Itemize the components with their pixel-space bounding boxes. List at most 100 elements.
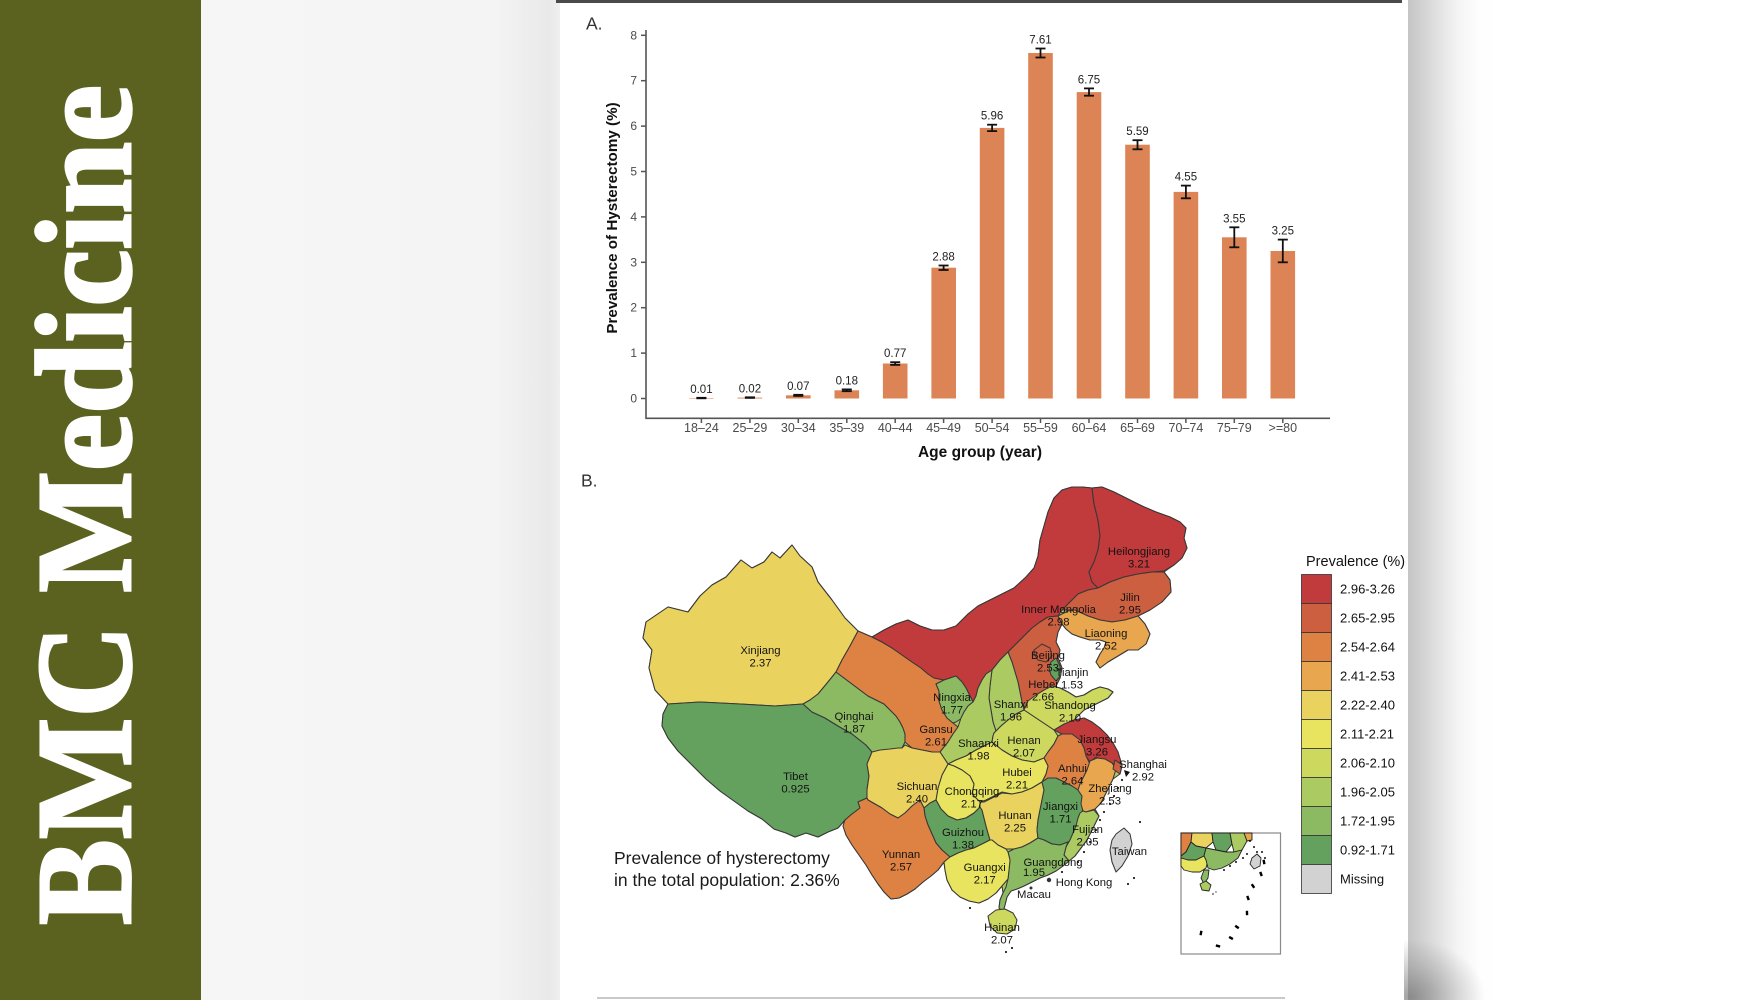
svg-text:2.88: 2.88 — [932, 252, 954, 264]
svg-text:0.07: 0.07 — [787, 381, 809, 393]
svg-text:Liaoning: Liaoning — [1085, 628, 1128, 640]
svg-text:Age group (year): Age group (year) — [918, 444, 1042, 461]
svg-text:1: 1 — [630, 346, 637, 360]
svg-text:3.26: 3.26 — [1086, 747, 1108, 759]
svg-text:Gansu: Gansu — [919, 724, 952, 736]
svg-text:Hainan: Hainan — [984, 922, 1020, 934]
svg-text:2.53: 2.53 — [1099, 796, 1121, 808]
svg-text:Shanxi: Shanxi — [994, 699, 1029, 711]
svg-text:Henan: Henan — [1007, 735, 1040, 747]
svg-text:3.55: 3.55 — [1223, 213, 1245, 225]
svg-text:55–59: 55–59 — [1023, 421, 1058, 435]
svg-text:2.98: 2.98 — [1048, 617, 1070, 629]
svg-text:60–64: 60–64 — [1072, 421, 1107, 435]
svg-text:Chongqing: Chongqing — [945, 786, 1000, 798]
svg-text:2.57: 2.57 — [890, 862, 912, 874]
svg-text:0.02: 0.02 — [739, 383, 761, 395]
svg-text:45–49: 45–49 — [926, 421, 961, 435]
svg-text:Hubei: Hubei — [1002, 767, 1032, 779]
svg-text:18–24: 18–24 — [684, 421, 719, 435]
svg-text:Macau: Macau — [1017, 889, 1051, 901]
svg-text:2.05: 2.05 — [1077, 837, 1099, 849]
svg-text:7.61: 7.61 — [1029, 35, 1051, 47]
svg-text:2.21: 2.21 — [1006, 780, 1028, 792]
svg-text:1.95: 1.95 — [1023, 867, 1045, 879]
svg-text:0.925: 0.925 — [781, 784, 809, 796]
svg-text:1.72-1.95: 1.72-1.95 — [1340, 814, 1395, 829]
svg-text:1.53: 1.53 — [1061, 680, 1083, 692]
svg-text:>=80: >=80 — [1269, 421, 1298, 435]
svg-text:2.17: 2.17 — [974, 875, 996, 887]
svg-text:2.11-2.21: 2.11-2.21 — [1340, 727, 1394, 742]
svg-text:Shaanxi: Shaanxi — [958, 738, 999, 750]
svg-text:2.41-2.53: 2.41-2.53 — [1340, 669, 1395, 684]
svg-text:2.92: 2.92 — [1132, 772, 1154, 784]
svg-text:2.64: 2.64 — [1062, 776, 1084, 788]
svg-text:1.96: 1.96 — [1000, 712, 1022, 724]
svg-text:Inner Mongolia: Inner Mongolia — [1021, 604, 1096, 616]
svg-text:3.21: 3.21 — [1128, 559, 1150, 571]
svg-text:Guangxi: Guangxi — [964, 862, 1006, 874]
svg-text:65–69: 65–69 — [1120, 421, 1155, 435]
svg-text:Anhui: Anhui — [1058, 763, 1087, 775]
svg-text:Hebei: Hebei — [1028, 679, 1058, 691]
svg-text:8: 8 — [630, 28, 637, 42]
svg-text:Qinghai: Qinghai — [835, 711, 874, 723]
svg-text:Prevalence of hysterectomy: Prevalence of hysterectomy — [614, 848, 830, 868]
svg-text:2.22-2.40: 2.22-2.40 — [1340, 698, 1395, 713]
svg-text:1.38: 1.38 — [952, 840, 974, 852]
svg-text:2.65-2.95: 2.65-2.95 — [1340, 611, 1395, 626]
svg-text:Shandong: Shandong — [1044, 700, 1096, 712]
svg-text:2.52: 2.52 — [1095, 641, 1117, 653]
svg-text:2.40: 2.40 — [906, 794, 928, 806]
svg-text:Guizhou: Guizhou — [942, 827, 984, 839]
svg-text:50–54: 50–54 — [975, 421, 1010, 435]
svg-text:2.25: 2.25 — [1004, 823, 1026, 835]
svg-text:Hong Kong: Hong Kong — [1056, 877, 1113, 889]
svg-text:4: 4 — [630, 210, 637, 224]
svg-text:Jiangxi: Jiangxi — [1043, 801, 1078, 813]
svg-text:70–74: 70–74 — [1169, 421, 1204, 435]
svg-text:3: 3 — [630, 255, 637, 269]
svg-text:2: 2 — [630, 301, 637, 315]
svg-text:Sichuan: Sichuan — [897, 781, 938, 793]
svg-text:1.77: 1.77 — [941, 705, 963, 717]
svg-text:Zhejiang: Zhejiang — [1088, 783, 1131, 795]
svg-text:2.61: 2.61 — [925, 737, 947, 749]
svg-text:B.: B. — [581, 471, 598, 491]
svg-text:25–29: 25–29 — [733, 421, 768, 435]
svg-text:Prevalence (%): Prevalence (%) — [1306, 554, 1405, 570]
svg-text:2.95: 2.95 — [1119, 605, 1141, 617]
svg-text:Tibet: Tibet — [783, 771, 809, 783]
svg-text:2.07: 2.07 — [1013, 748, 1035, 760]
svg-text:2.07: 2.07 — [991, 935, 1013, 947]
svg-text:0.77: 0.77 — [884, 348, 906, 360]
svg-text:3.25: 3.25 — [1272, 226, 1294, 238]
svg-text:Hunan: Hunan — [998, 810, 1031, 822]
svg-text:Tianjin: Tianjin — [1056, 667, 1089, 679]
svg-text:0.92-1.71: 0.92-1.71 — [1340, 843, 1395, 858]
svg-text:30–34: 30–34 — [781, 421, 816, 435]
svg-text:35–39: 35–39 — [829, 421, 864, 435]
svg-text:2.53: 2.53 — [1037, 663, 1059, 675]
svg-text:2.10: 2.10 — [1059, 713, 1081, 725]
svg-text:2.17: 2.17 — [961, 799, 983, 811]
svg-text:Guangdong: Guangdong — [1023, 857, 1082, 869]
svg-text:Prevalence of Hysterectomy (%): Prevalence of Hysterectomy (%) — [604, 102, 621, 333]
svg-text:Heilongjiang: Heilongjiang — [1108, 546, 1170, 558]
svg-text:in the total population: 2.36%: in the total population: 2.36% — [614, 870, 840, 890]
svg-text:1.71: 1.71 — [1050, 814, 1072, 826]
svg-text:Fujian: Fujian — [1072, 824, 1103, 836]
svg-text:2.66: 2.66 — [1032, 692, 1054, 704]
svg-text:6: 6 — [630, 119, 637, 133]
svg-text:1.98: 1.98 — [968, 751, 990, 763]
svg-text:2.96-3.26: 2.96-3.26 — [1340, 582, 1395, 597]
svg-text:2.06-2.10: 2.06-2.10 — [1340, 756, 1395, 771]
svg-text:Xinjiang: Xinjiang — [740, 645, 780, 657]
svg-text:0.18: 0.18 — [836, 375, 858, 387]
svg-text:A.: A. — [586, 14, 603, 34]
svg-text:5.59: 5.59 — [1126, 126, 1148, 138]
svg-text:Ningxia: Ningxia — [933, 692, 971, 704]
svg-text:4.55: 4.55 — [1175, 172, 1197, 184]
svg-text:6.75: 6.75 — [1078, 74, 1100, 86]
